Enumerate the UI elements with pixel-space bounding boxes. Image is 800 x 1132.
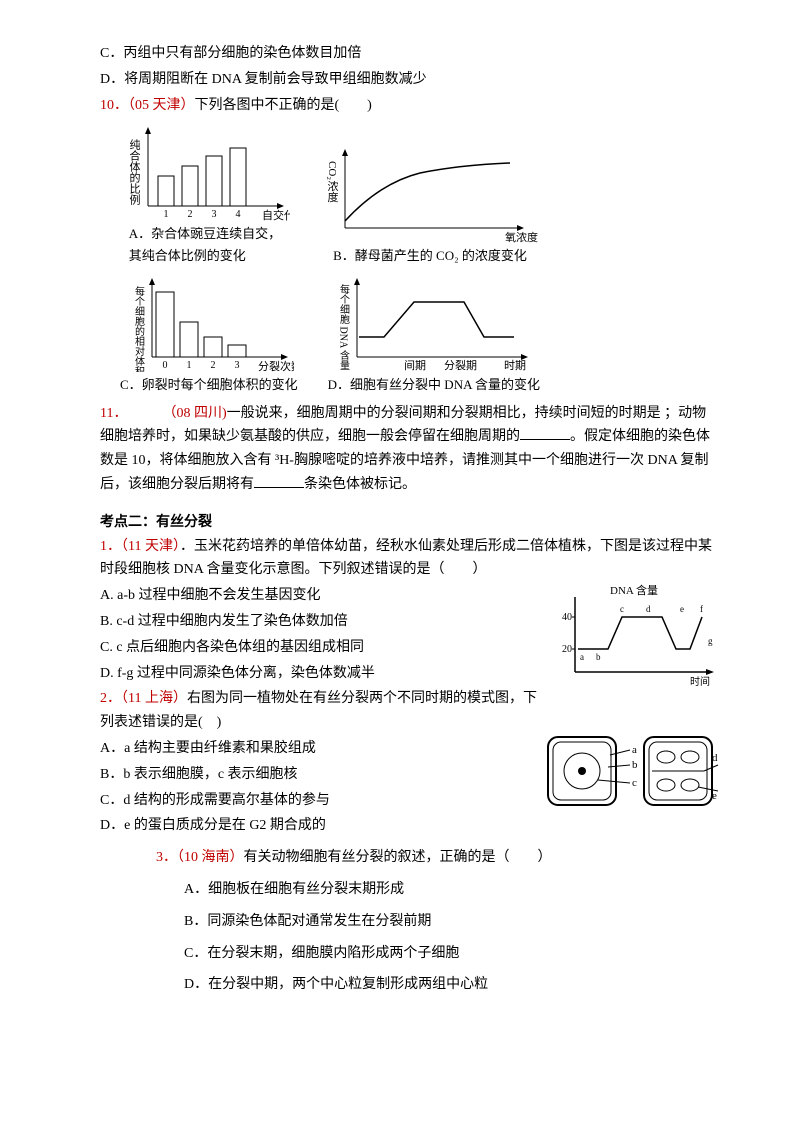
kd2-q3-d: D．在分裂中期，两个中心粒复制形成两组中心粒 (184, 973, 720, 997)
chart-a-label: A．杂合体豌豆连续自交， 其纯合体比例的变化 (129, 223, 281, 267)
kd2-q3: 3．（10 海南）有关动物细胞有丝分裂的叙述，正确的是（ ） (156, 846, 720, 870)
chart-b: CO₂浓度 氧浓度 B．酵母菌产生的 CO₂ 的浓度变化 (320, 143, 540, 267)
kd2-title: 考点二：有丝分裂 (100, 511, 720, 535)
svg-text:间期: 间期 (404, 359, 426, 372)
svg-text:时期: 时期 (504, 359, 526, 372)
kd2-q1-src: （11 天津） (121, 539, 180, 554)
svg-text:0: 0 (162, 360, 167, 371)
kd2-q1-stem: ．玉米花药培养的单倍体幼苗，经秋水仙素处理后形成二倍体植株，下图是该过程中某时段… (100, 539, 712, 578)
kd2-q2-d: D．e 的蛋白质成分是在 G2 期合成的 (100, 814, 720, 838)
blank-1[interactable] (520, 425, 570, 440)
opt-d: D．将周期阻断在 DNA 复制前会导致甲组细胞数减少 (100, 68, 720, 92)
kd2-q2-fig: a b c d e (540, 725, 720, 815)
opt-c: C．丙组中只有部分细胞的染色体数目加倍 (100, 42, 720, 66)
svg-text:时间: 时间 (690, 675, 710, 688)
svg-text:f: f (700, 604, 703, 614)
kd2-q1-num: 1． (100, 539, 121, 554)
q11-t4: 条染色体被标记。 (304, 477, 416, 492)
svg-text:3: 3 (234, 360, 239, 371)
svg-text:d: d (712, 752, 718, 764)
chart-a-svg: 1 2 3 4 自交代数 纯合体的比例 (120, 121, 290, 221)
svg-text:b: b (596, 652, 601, 662)
svg-text:分裂期: 分裂期 (444, 359, 477, 372)
kd2-q3-num: 3． (156, 850, 177, 865)
chart-b-label: B．酵母菌产生的 CO₂ 的浓度变化 (333, 245, 527, 267)
svg-text:2: 2 (210, 360, 215, 371)
kd2-q3-stem: 有关动物细胞有丝分裂的叙述，正确的是（ ） (244, 850, 552, 865)
svg-text:3: 3 (212, 209, 217, 220)
chart-c: 0 1 2 3 分裂次数 每个细胞的相对体积 C．卵裂时每个细胞体积的变化 (120, 272, 298, 396)
kd2-q3-a: A．细胞板在细胞有丝分裂末期形成 (184, 878, 720, 902)
kd2-q1-fig: DNA 含量 40 20 a b c d e f g 时间 (550, 582, 720, 692)
kd2-q3-src: （10 海南） (177, 850, 244, 865)
svg-text:d: d (646, 604, 651, 614)
charts-row-2: 0 1 2 3 分裂次数 每个细胞的相对体积 C．卵裂时每个细胞体积的变化 间期… (120, 272, 720, 396)
kd2-q3-c: C．在分裂末期，细胞膜内陷形成两个子细胞 (184, 942, 720, 966)
kd2-q2-src: （11 上海） (121, 691, 187, 706)
chart-d: 间期 分裂期 时期 每个细胞 DNA 含量 D．细胞有丝分裂中 DNA 含量的变… (328, 272, 540, 396)
chart-d-svg: 间期 分裂期 时期 每个细胞 DNA 含量 (329, 272, 539, 372)
svg-text:4: 4 (236, 209, 241, 220)
svg-text:纯合体的比例: 纯合体的比例 (128, 139, 141, 205)
svg-text:c: c (632, 777, 637, 789)
kd2-q2-num: 2． (100, 691, 121, 706)
svg-text:DNA 含量: DNA 含量 (610, 583, 658, 597)
svg-text:自交代数: 自交代数 (262, 208, 290, 221)
svg-text:CO₂浓度: CO₂浓度 (326, 161, 339, 203)
svg-text:20: 20 (562, 644, 572, 655)
q10-num: 10． (100, 98, 128, 113)
svg-text:1: 1 (186, 360, 191, 371)
svg-text:2: 2 (188, 209, 193, 220)
svg-text:e: e (712, 790, 717, 802)
q10-src: （05 天津） (128, 98, 195, 113)
q11-src: （08 四川) (162, 406, 226, 421)
chart-c-label: C．卵裂时每个细胞体积的变化 (120, 374, 298, 396)
blank-2[interactable] (254, 473, 304, 488)
svg-text:40: 40 (562, 612, 572, 623)
svg-text:g: g (708, 636, 713, 646)
chart-d-label: D．细胞有丝分裂中 DNA 含量的变化 (328, 374, 540, 396)
svg-text:1: 1 (164, 209, 169, 220)
chart-a: 1 2 3 4 自交代数 纯合体的比例 A．杂合体豌豆连续自交， 其纯合体比例的… (120, 121, 290, 267)
svg-text:e: e (680, 604, 684, 614)
chart-b-svg: CO₂浓度 氧浓度 (320, 143, 540, 243)
svg-text:每个细胞的相对体积: 每个细胞的相对体积 (132, 284, 144, 371)
svg-text:每个细胞 DNA 含量: 每个细胞 DNA 含量 (337, 282, 349, 369)
svg-text:a: a (580, 652, 584, 662)
svg-text:分裂次数: 分裂次数 (258, 359, 294, 372)
kd2-q1: 1．（11 天津）．玉米花药培养的单倍体幼苗，经秋水仙素处理后形成二倍体植株，下… (100, 535, 720, 583)
q11-t1: 一般说来，细胞周期中的分裂间期和分裂期相比，持续时间短的时期是 (227, 406, 661, 421)
kd2-q3-b: B．同源染色体配对通常发生在分裂前期 (184, 910, 720, 934)
chart-c-svg: 0 1 2 3 分裂次数 每个细胞的相对体积 (124, 272, 294, 372)
charts-row-1: 1 2 3 4 自交代数 纯合体的比例 A．杂合体豌豆连续自交， 其纯合体比例的… (120, 121, 720, 267)
svg-text:a: a (632, 744, 637, 756)
q11-num: 11． (100, 406, 127, 421)
svg-text:氧浓度: 氧浓度 (505, 230, 538, 243)
q10: 10．（05 天津）下列各图中不正确的是( ) (100, 94, 720, 118)
q11: 11． （08 四川)一般说来，细胞周期中的分裂间期和分裂期相比，持续时间短的时… (100, 402, 720, 497)
q10-stem: 下列各图中不正确的是( ) (195, 98, 372, 113)
svg-text:c: c (620, 604, 624, 614)
svg-text:b: b (632, 759, 638, 771)
